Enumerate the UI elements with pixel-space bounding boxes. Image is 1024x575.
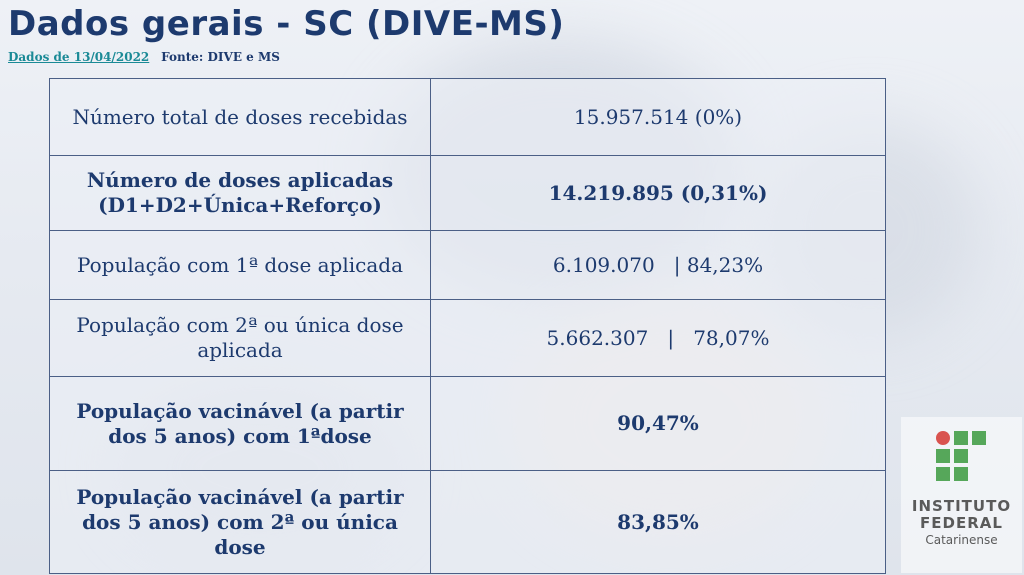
row-label: Número total de doses recebidas xyxy=(49,78,431,156)
logo-mark-icon xyxy=(936,431,986,481)
row-value: 6.109.070 | 84,23% xyxy=(430,230,886,300)
data-table: Número total de doses recebidas 15.957.5… xyxy=(49,78,886,574)
date-link[interactable]: Dados de 13/04/2022 xyxy=(8,50,150,64)
row-label: População com 1ª dose aplicada xyxy=(49,230,431,300)
table-row: Número total de doses recebidas 15.957.5… xyxy=(49,78,886,156)
logo-line2: FEDERAL xyxy=(920,514,1003,532)
row-label: População com 2ª ou única dose aplicada xyxy=(49,299,431,377)
table-row: População vacinável (a partir dos 5 anos… xyxy=(49,376,886,471)
logo-line1: INSTITUTO xyxy=(911,497,1012,515)
row-value: 15.957.514 (0%) xyxy=(430,78,886,156)
row-label: População vacinável (a partir dos 5 anos… xyxy=(49,376,431,471)
table-row: População com 2ª ou única dose aplicada … xyxy=(49,299,886,377)
logo-line3: Catarinense xyxy=(925,533,998,547)
row-value: 5.662.307 | 78,07% xyxy=(430,299,886,377)
institute-logo: INSTITUTO FEDERAL Catarinense xyxy=(901,417,1022,573)
table-row: População com 1ª dose aplicada 6.109.070… xyxy=(49,230,886,300)
row-label: Número de doses aplicadas (D1+D2+Única+R… xyxy=(49,155,431,231)
row-value: 90,47% xyxy=(430,376,886,471)
row-value: 83,85% xyxy=(430,470,886,574)
page-title: Dados gerais - SC (DIVE-MS) xyxy=(8,4,565,44)
row-value: 14.219.895 (0,31%) xyxy=(430,155,886,231)
table-row: Número de doses aplicadas (D1+D2+Única+R… xyxy=(49,155,886,231)
table-row: População vacinável (a partir dos 5 anos… xyxy=(49,470,886,574)
source-text: Fonte: DIVE e MS xyxy=(161,50,280,64)
row-label: População vacinável (a partir dos 5 anos… xyxy=(49,470,431,574)
subtitle-line: Dados de 13/04/2022 Fonte: DIVE e MS xyxy=(8,50,280,64)
